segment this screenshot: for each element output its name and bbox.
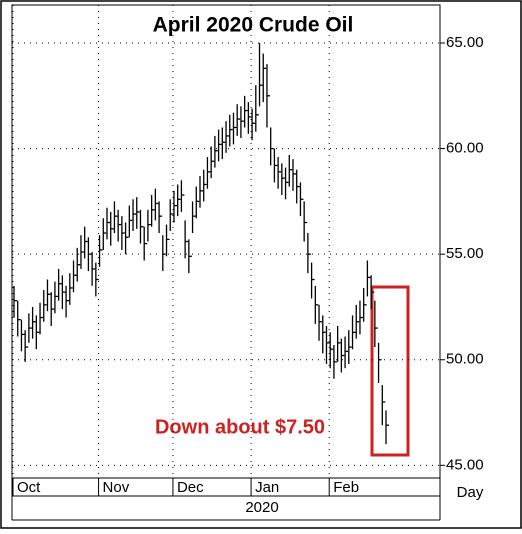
x-tick-label: Feb [333,479,359,496]
y-tick-label: 65.00 [446,34,484,51]
x-tick-label: Oct [17,479,41,496]
year-label: 2020 [245,499,278,516]
y-tick-label: 55.00 [446,245,484,262]
x-tick-label: Dec [177,479,204,496]
y-tick-label: 50.00 [446,351,484,368]
x-axis-label: Day [457,484,484,501]
y-tick-label: 60.00 [446,140,484,157]
chart-title: April 2020 Crude Oil [153,14,354,37]
highlight-box [370,285,410,457]
x-tick-label: Jan [255,479,279,496]
annotation: Down about $7.50 [155,416,325,438]
y-tick-label: 45.00 [446,456,484,473]
plot-area [11,4,441,479]
x-tick-label: Nov [103,479,130,496]
